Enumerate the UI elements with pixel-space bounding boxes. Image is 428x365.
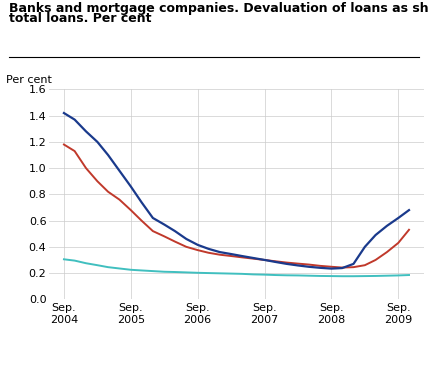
Text: Per cent: Per cent — [6, 75, 52, 85]
Text: total loans. Per cent: total loans. Per cent — [9, 12, 151, 25]
Text: Banks and mortgage companies. Devaluation of loans as share of: Banks and mortgage companies. Devaluatio… — [9, 2, 428, 15]
